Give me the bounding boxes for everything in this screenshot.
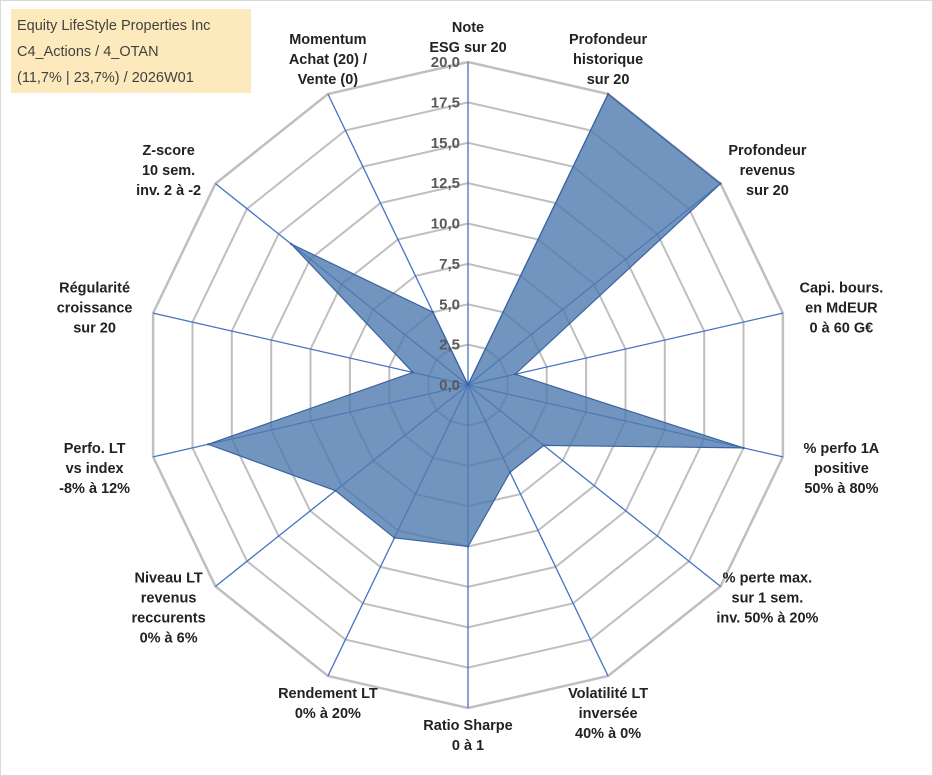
axis-label-group-13: Z-score 10 sem. inv. 2 à -2 [136, 143, 201, 199]
chart-title-line-1: Equity LifeStyle Properties Inc [17, 18, 211, 34]
tick-label-6: 12,5 [431, 175, 460, 192]
axis-label-12-line-3: sur 20 [73, 321, 116, 337]
axis-label-12-line-2: croissance [57, 301, 133, 317]
axis-label-5-line-3: 50% à 80% [804, 481, 878, 497]
axis-label-5-line-2: positive [814, 461, 869, 477]
axis-label-8-line-1: Ratio Sharpe [423, 718, 512, 734]
axis-label-10-line-2: revenus [141, 590, 197, 606]
axis-label-3-line-1: Profondeur [728, 143, 806, 159]
axis-label-4-line-2: en MdEUR [805, 301, 878, 317]
axis-label-2-line-1: Profondeur [569, 32, 647, 48]
axis-label-14-line-3: Vente (0) [298, 72, 359, 88]
axis-label-13-line-3: inv. 2 à -2 [136, 183, 201, 199]
axis-label-2-line-2: historique [573, 52, 643, 68]
radar-series [206, 92, 745, 548]
tick-label-2: 2,5 [439, 337, 460, 354]
data-point-9 [393, 536, 396, 539]
data-point-1 [466, 383, 470, 387]
axis-label-6-line-2: sur 1 sem. [732, 590, 804, 606]
data-point-2 [606, 92, 610, 96]
axis-label-11-line-2: vs index [66, 461, 124, 477]
axis-label-group-14: Momentum Achat (20) / Vente (0) [289, 32, 367, 88]
axis-label-5-line-1: % perfo 1A [804, 441, 880, 457]
axis-label-10-line-1: Niveau LT [134, 570, 202, 586]
chart-title-line-3: (11,7% | 23,7%) / 2026W01 [17, 70, 194, 86]
axis-label-1-line-2: ESG sur 20 [429, 40, 506, 56]
axis-label-6-line-1: % perte max. [723, 570, 812, 586]
axis-label-2-line-3: sur 20 [587, 72, 630, 88]
axis-label-14-line-2: Achat (20) / [289, 52, 367, 68]
tick-label-5: 10,0 [431, 216, 460, 233]
axis-label-group-3: Profondeur revenus sur 20 [728, 143, 806, 199]
data-point-7 [508, 471, 512, 474]
axis-label-11-line-3: -8% à 12% [59, 481, 130, 497]
axis-label-3-line-3: sur 20 [746, 183, 789, 199]
axis-label-group-8: Ratio Sharpe 0 à 1 [423, 718, 512, 754]
axis-label-11-line-1: Perfo. LT [64, 441, 126, 457]
chart-title-line-2: C4_Actions / 4_OTAN [17, 44, 159, 60]
axis-label-group-11: Perfo. LT vs index -8% à 12% [59, 441, 130, 497]
axis-label-9-line-1: Rendement LT [278, 686, 378, 702]
radial-tick-labels: 0,0 2,5 5,0 7,5 10,0 12,5 15,0 17,5 20,0 [431, 54, 460, 394]
data-point-14 [431, 311, 435, 314]
axis-label-7-line-2: inversée [579, 706, 638, 722]
axis-label-12-line-1: Régularité [59, 281, 130, 297]
axis-label-13-line-1: Z-score [142, 143, 194, 159]
chart-title-box: Equity LifeStyle Properties Inc C4_Actio… [11, 9, 251, 93]
axis-label-group-4: Capi. bours. en MdEUR 0 à 60 G€ [800, 281, 884, 337]
axis-label-group-7: Volatilité LT inversée 40% à 0% [568, 686, 648, 742]
series-area-1 [206, 93, 744, 548]
data-point-12 [411, 371, 415, 374]
data-point-11 [207, 443, 210, 446]
axis-label-10-line-4: 0% à 6% [140, 630, 198, 646]
axis-label-group-5: % perfo 1A positive 50% à 80% [804, 441, 880, 497]
axis-label-9-line-2: 0% à 20% [295, 706, 361, 722]
axis-label-group-6: % perte max. sur 1 sem. inv. 50% à 20% [716, 570, 818, 626]
data-point-3 [719, 182, 722, 185]
data-point-13 [290, 242, 293, 246]
axis-label-7-line-1: Volatilité LT [568, 686, 648, 702]
tick-label-4: 7,5 [439, 256, 460, 273]
axis-label-1-line-1: Note [452, 20, 484, 36]
axis-label-8-line-2: 0 à 1 [452, 738, 484, 754]
axis-label-10-line-3: reccurents [132, 610, 206, 626]
data-point-8 [466, 545, 470, 548]
axis-label-4-line-1: Capi. bours. [800, 281, 884, 297]
tick-label-9: 20,0 [431, 54, 460, 71]
axis-label-group-10: Niveau LT revenus reccurents 0% à 6% [132, 570, 206, 646]
axis-label-4-line-3: 0 à 60 G€ [810, 321, 874, 337]
axis-label-group-1: Note ESG sur 20 [429, 20, 506, 56]
data-point-6 [542, 444, 545, 447]
axis-label-group-2: Profondeur historique sur 20 [569, 32, 647, 88]
axis-label-13-line-2: 10 sem. [142, 163, 195, 179]
data-point-10 [334, 489, 337, 492]
axis-label-14-line-1: Momentum [289, 32, 366, 48]
axis-label-7-line-3: 40% à 0% [575, 726, 641, 742]
tick-label-3: 5,0 [439, 296, 460, 313]
tick-label-7: 15,0 [431, 135, 460, 152]
axis-labels: Note ESG sur 20 Profondeur historique sur 20… [57, 20, 884, 754]
axis-spoke-4 [467, 312, 784, 386]
tick-label-1: 0,0 [439, 377, 460, 394]
axis-label-group-12: Régularité croissance sur 20 [57, 281, 133, 337]
axis-label-3-line-2: revenus [740, 163, 796, 179]
data-point-5 [742, 446, 745, 450]
tick-label-8: 17,5 [431, 94, 460, 111]
axis-label-6-line-3: inv. 50% à 20% [716, 610, 818, 626]
axis-label-group-9: Rendement LT 0% à 20% [278, 686, 378, 722]
data-point-4 [514, 373, 517, 376]
